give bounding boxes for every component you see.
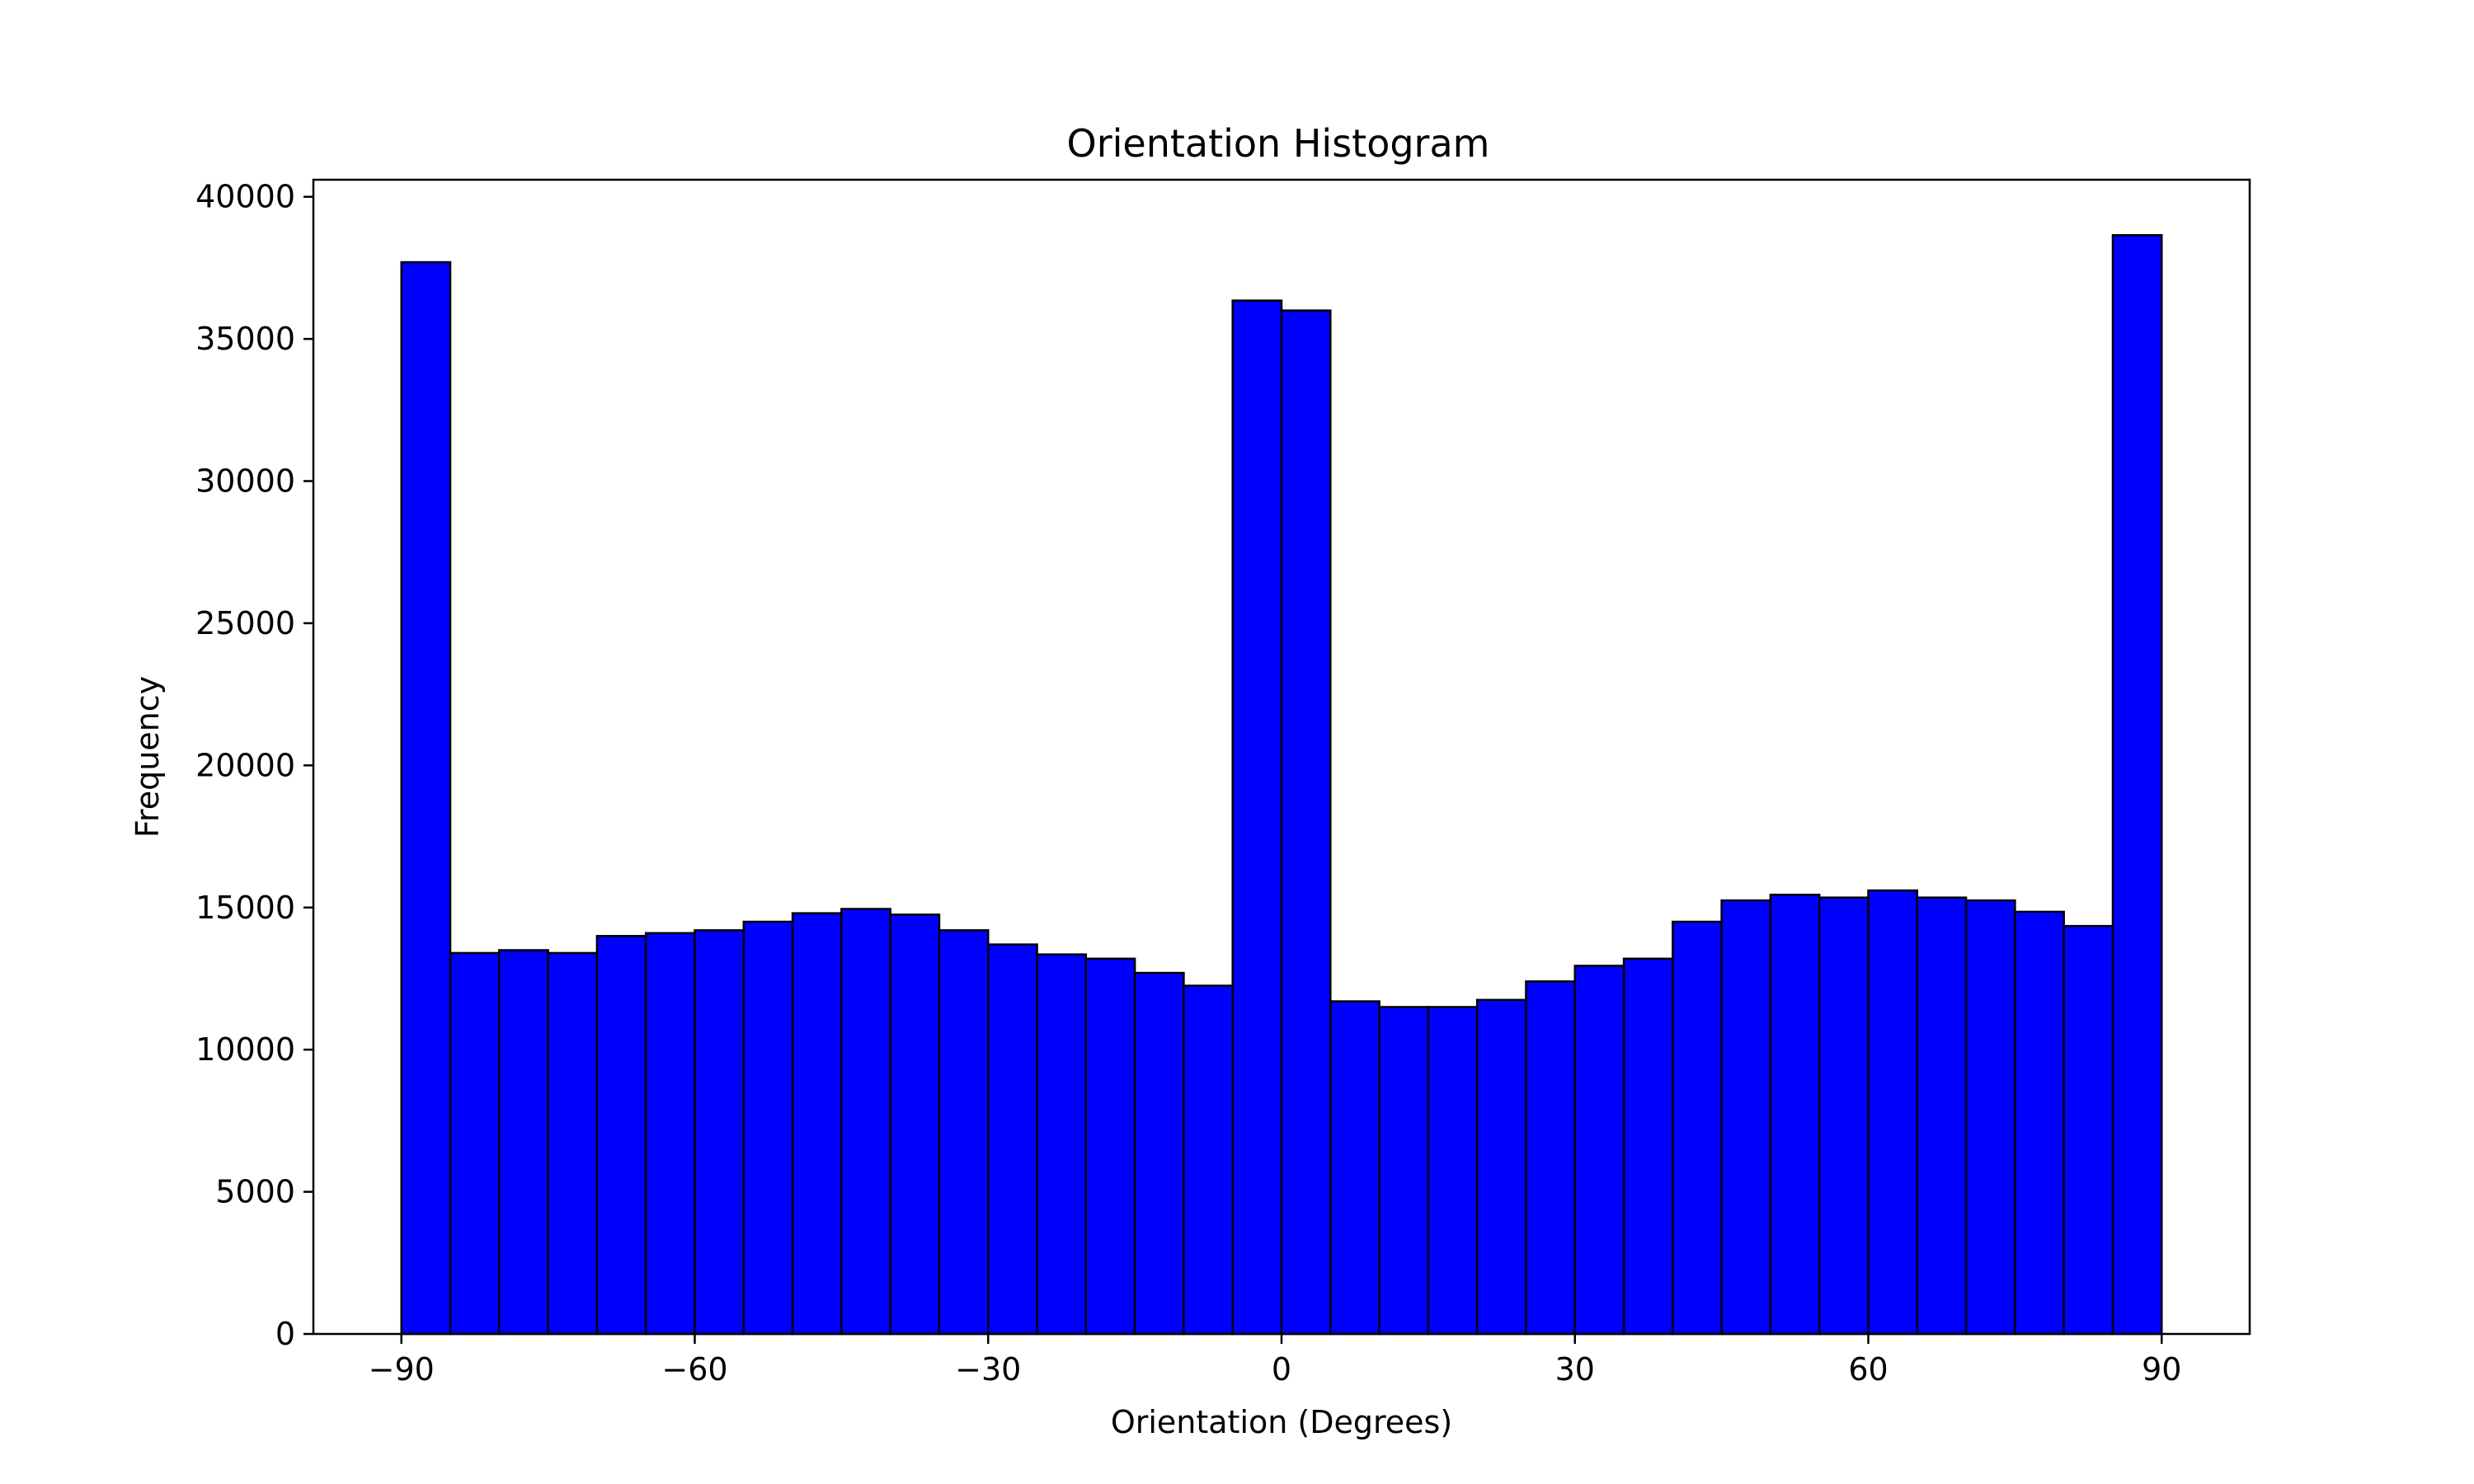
histogram-bar [1573, 965, 1625, 1336]
histogram-bar [1231, 299, 1283, 1336]
x-axis-title: Orientation (Degrees) [1111, 1404, 1452, 1440]
histogram-bar [986, 943, 1038, 1336]
histogram-bar [694, 929, 745, 1336]
bar-group [400, 233, 2163, 1336]
histogram-bar [840, 908, 891, 1336]
chart-title: Orientation Histogram [1067, 121, 1490, 166]
histogram-bar [1867, 889, 1919, 1336]
y-tick-label: 40000 [195, 179, 295, 215]
x-tick-label: −30 [955, 1351, 1021, 1388]
histogram-bar [1036, 953, 1088, 1336]
histogram-bar [1475, 998, 1527, 1336]
histogram-bar [1622, 957, 1674, 1336]
x-tick-label: 0 [1272, 1351, 1291, 1388]
histogram-bar [1427, 1006, 1479, 1336]
histogram-bar [644, 932, 696, 1336]
y-tick-label: 25000 [195, 605, 295, 641]
histogram-bar [938, 929, 990, 1336]
histogram-bar [498, 949, 549, 1336]
histogram-bar [1769, 893, 1821, 1336]
histogram-bar [1964, 899, 2016, 1336]
histogram-bar [595, 934, 647, 1336]
histogram-bar [1818, 896, 1870, 1336]
histogram-bar [1720, 899, 1772, 1336]
histogram-bar [2111, 233, 2163, 1336]
histogram-bar [449, 951, 501, 1336]
histogram-bar [1084, 957, 1136, 1336]
y-axis: 0 5000 10000 15000 20000 25000 30000 35000 40000 [195, 179, 313, 1352]
x-tick-label: 60 [1848, 1351, 1888, 1388]
histogram-bar [1183, 984, 1234, 1336]
histogram-bar [742, 920, 794, 1336]
histogram-bar [2062, 924, 2114, 1336]
histogram-bar [889, 913, 941, 1336]
histogram-bar [1378, 1006, 1430, 1336]
histogram-bar [2014, 910, 2065, 1336]
x-tick-label: 30 [1555, 1351, 1595, 1388]
y-tick-label: 0 [275, 1316, 295, 1352]
x-tick-label: −90 [369, 1351, 435, 1388]
histogram-bar [1525, 980, 1577, 1336]
y-tick-label: 5000 [215, 1174, 295, 1210]
histogram-bar [1916, 896, 1968, 1336]
y-axis-title: Frequency [129, 676, 166, 838]
histogram-bar [547, 951, 599, 1336]
histogram-bar [791, 912, 843, 1336]
y-tick-label: 20000 [195, 747, 295, 783]
y-tick-label: 35000 [195, 321, 295, 357]
y-tick-label: 10000 [195, 1031, 295, 1068]
histogram-bar [1672, 920, 1723, 1336]
histogram-bar [400, 261, 452, 1336]
x-tick-label: 90 [2142, 1351, 2181, 1388]
x-tick-label: −60 [661, 1351, 727, 1388]
y-tick-label: 30000 [195, 463, 295, 500]
histogram-bar [1280, 309, 1332, 1336]
x-axis: −90 −60 −30 0 30 60 90 [369, 1334, 2181, 1388]
y-tick-label: 15000 [195, 890, 295, 926]
histogram-bar [1133, 971, 1185, 1336]
histogram-bar [1329, 1000, 1380, 1336]
